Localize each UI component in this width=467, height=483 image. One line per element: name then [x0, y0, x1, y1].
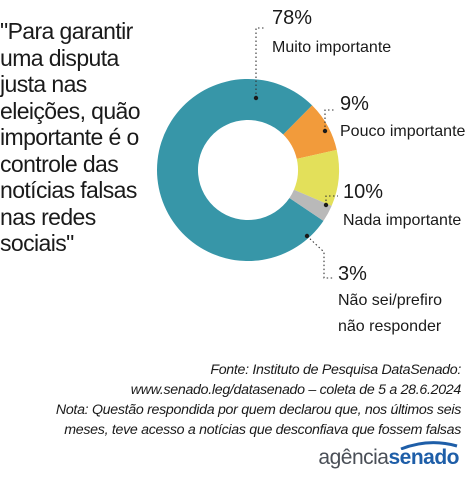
value-label-2: 9% — [340, 93, 369, 115]
agencia-senado-logo: agênciasenado — [318, 446, 459, 470]
category-label-4-line-1: Não sei/prefiro — [338, 292, 442, 309]
source-line-1: Fonte: Instituto de Pesquisa DataSenado: — [210, 362, 461, 378]
leader-dot-4 — [304, 233, 310, 239]
leader-dot-3 — [323, 202, 329, 208]
value-label-4: 3% — [338, 263, 367, 285]
logo-swoosh-icon — [400, 441, 458, 450]
donut-slice-1 — [157, 78, 324, 261]
leader-line-4 — [306, 235, 333, 279]
category-label-2-line-1: Pouco importante — [340, 123, 466, 140]
note-line-2: meses, teve acesso a notícias que descon… — [64, 422, 461, 438]
leader-dot-1 — [253, 95, 259, 101]
category-label-1-line-1: Muito importante — [272, 39, 391, 56]
question-title: "Para garantir uma disputa justa nas ele… — [0, 18, 141, 256]
leader-dot-2 — [322, 128, 328, 134]
logo-text-agencia: agência — [318, 446, 389, 469]
logo-text-senado: senado — [388, 446, 459, 469]
donut-slices — [157, 78, 339, 261]
donut-slice-4 — [289, 189, 332, 221]
leader-lines — [253, 27, 338, 279]
note-line-1: Nota: Questão respondida por quem declar… — [55, 402, 461, 418]
category-label-3-line-1: Nada importante — [343, 212, 461, 229]
category-label-4-line-2: não responder — [338, 318, 442, 335]
value-label-1: 78% — [272, 7, 312, 29]
donut-slice-3 — [293, 149, 339, 206]
leader-line-1 — [255, 27, 266, 98]
leader-line-3 — [325, 195, 338, 205]
source-line-2: www.senado.leg/datasenado – coleta de 5 … — [130, 382, 462, 398]
footer-notes: Fonte: Instituto de Pesquisa DataSenado:… — [1, 360, 461, 440]
donut-chart: 78% Muito importante 9% Pouco importante 10%… — [157, 7, 466, 335]
leader-line-2 — [324, 109, 334, 131]
value-label-3: 10% — [343, 181, 383, 203]
slice-labels: 78% Muito importante 9% Pouco importante 10%… — [272, 7, 466, 335]
donut-slice-2 — [283, 105, 337, 159]
